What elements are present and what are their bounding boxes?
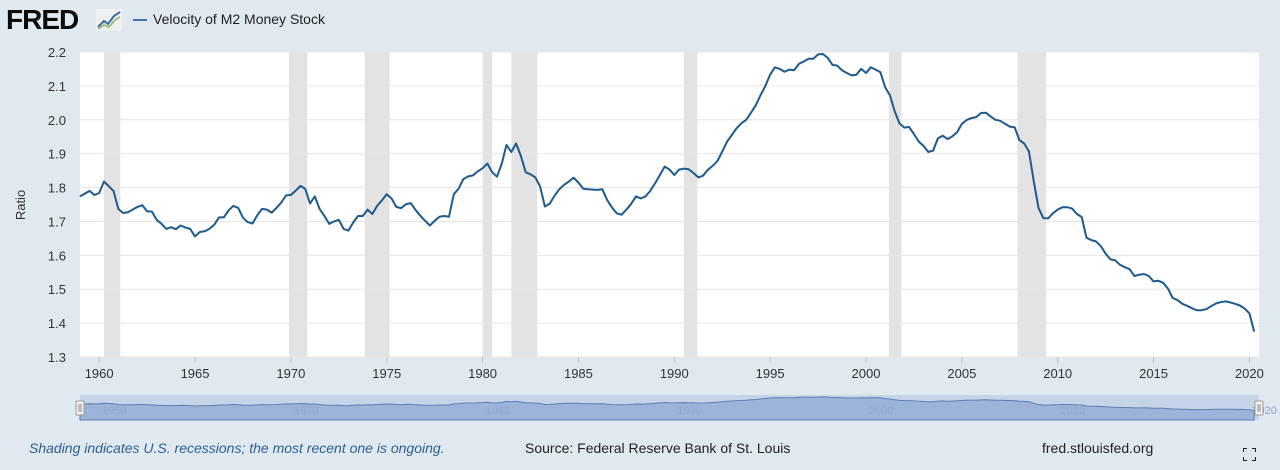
x-tick-label: 2010 <box>1043 366 1072 381</box>
plot-background <box>80 52 1259 357</box>
source-text: Source: Federal Reserve Bank of St. Loui… <box>525 440 791 456</box>
y-tick-label: 1.4 <box>48 316 66 331</box>
recession-band <box>683 52 698 357</box>
x-tick-label: 1960 <box>85 366 114 381</box>
recession-band <box>103 52 121 357</box>
fullscreen-icon[interactable] <box>1243 448 1256 461</box>
site-link[interactable]: fred.stlouisfed.org <box>1042 440 1154 456</box>
x-tick-label: 2015 <box>1139 366 1168 381</box>
recession-band <box>511 52 538 357</box>
y-tick-label: 1.8 <box>48 181 66 196</box>
series-layer <box>79 53 1256 332</box>
x-tick-label: 1970 <box>276 366 305 381</box>
recession-band <box>889 52 902 357</box>
navigator-handle-right[interactable] <box>1254 400 1264 416</box>
recession-note: Shading indicates U.S. recessions; the m… <box>29 440 445 456</box>
y-tick-label: 2.2 <box>48 45 66 60</box>
x-tick-label: 1995 <box>756 366 785 381</box>
fred-logo[interactable]: FRED <box>6 4 79 35</box>
x-tick-label: 2000 <box>852 366 881 381</box>
recession-band <box>482 52 493 357</box>
chart-legend[interactable]: Velocity of M2 Money Stock <box>133 11 325 27</box>
legend-label: Velocity of M2 Money Stock <box>153 11 325 27</box>
y-tick-label: 1.6 <box>48 248 66 263</box>
y-tick-label: 1.3 <box>48 350 66 365</box>
recession-band <box>1017 52 1047 357</box>
gridlines <box>80 51 1259 358</box>
x-tick-label: 1980 <box>468 366 497 381</box>
legend-swatch <box>133 19 147 22</box>
y-axis-ticks: 1.3 1.4 1.5 1.6 1.7 1.8 1.9 2.0 2.1 2.2 <box>48 45 66 365</box>
y-axis-label: Ratio <box>13 190 28 220</box>
x-tick-label: 1975 <box>372 366 401 381</box>
fred-graph-icon <box>96 9 122 31</box>
y-tick-label: 1.5 <box>48 282 66 297</box>
x-tick-label: 1990 <box>660 366 689 381</box>
navigator-area <box>79 396 1255 421</box>
x-tick-label: 1965 <box>181 366 210 381</box>
navigator-handle-left[interactable] <box>75 400 85 416</box>
chart-area: 1.31.41.51.61.71.81.92.02.12.2 1960 1965 1… <box>13 45 1277 421</box>
x-tick-label: 1985 <box>564 366 593 381</box>
series-line[interactable] <box>79 53 1256 332</box>
chart-header: FRED Velocity of M2 Money Stock <box>0 0 1280 42</box>
y-tick-label: 1.7 <box>48 214 66 229</box>
x-tick-label: 2020 <box>1235 366 1264 381</box>
y-tick-label: 2.1 <box>48 79 66 94</box>
y-tick-label: 1.9 <box>48 147 66 162</box>
recession-band <box>288 52 308 357</box>
y-tick-label: 2.0 <box>48 113 66 128</box>
range-navigator[interactable]: 1960197019801990200020102020 <box>75 395 1277 421</box>
x-tick-label: 2005 <box>947 366 976 381</box>
recession-shading <box>103 52 1047 357</box>
x-axis-ticks: 1960 1965 1970 1975 1980 1985 1990 1995 2000 2005… <box>85 357 1264 381</box>
